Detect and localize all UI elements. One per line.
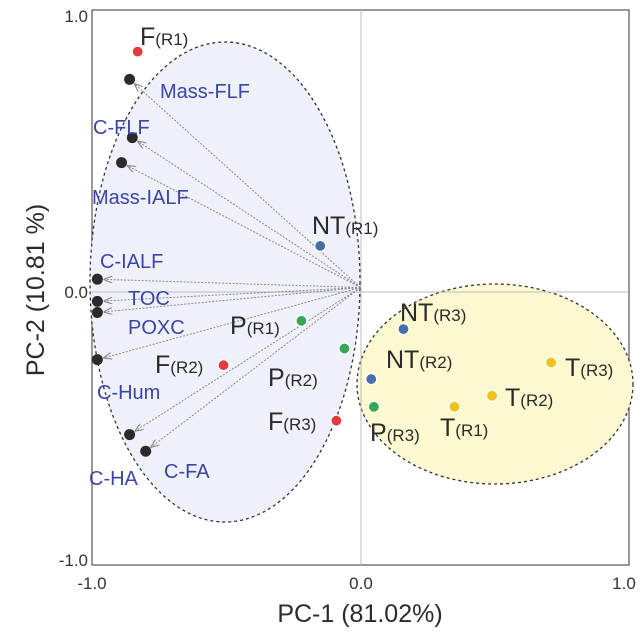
loading-arrow-poxc	[104, 287, 361, 312]
loading-point-c-flf	[126, 132, 138, 144]
loading-arrow-c-flf	[138, 141, 361, 288]
loading-point-poxc	[91, 306, 103, 318]
var-label-mass-flf: Mass-FLF	[160, 81, 250, 103]
x-tick-label-max: 1.0	[612, 574, 636, 593]
loading-arrow-c-fa	[151, 287, 361, 447]
loading-arrow-c-hum	[104, 287, 361, 358]
score-point-t-r1	[448, 400, 461, 413]
obs-label-p-r3: P(R3)	[370, 419, 420, 447]
loading-arrow-c-ialf	[104, 279, 361, 288]
y-tick-label-max: 1.0	[64, 7, 88, 26]
score-point-p-r1	[295, 314, 308, 327]
score-point-t-r2	[485, 389, 499, 402]
loading-arrow-mass-flf	[135, 84, 361, 288]
loading-point-c-ha	[124, 429, 136, 441]
x-axis-title: PC-1 (81.02%)	[277, 600, 442, 628]
score-point-f-r3	[330, 414, 343, 427]
score-point-p-r3	[367, 400, 381, 413]
loading-point-c-ialf	[91, 273, 103, 285]
obs-label-t-r2: T(R2)	[505, 384, 553, 412]
var-label-c-flf: C-FLF	[93, 117, 150, 139]
ellipse-right	[356, 283, 634, 485]
y-axis-title: PC-2 (10.81 %)	[22, 204, 50, 376]
obs-label-t-r3: T(R3)	[565, 354, 613, 382]
var-label-c-ha: C-HA	[89, 468, 139, 490]
obs-label-nt-r3: NT(R3)	[400, 299, 466, 327]
var-label-c-fa: C-FA	[164, 461, 210, 483]
loading-point-toc	[91, 295, 103, 307]
loading-point-c-hum	[91, 354, 103, 366]
x-tick-label-min: -1.0	[77, 574, 106, 593]
score-point-nt-r2	[365, 372, 378, 386]
obs-label-nt-r2: NT(R2)	[386, 346, 452, 374]
loading-arrow-c-ha	[135, 287, 361, 431]
x-tick-label-zero: 0.0	[349, 574, 373, 593]
loading-point-c-fa	[140, 445, 152, 457]
score-point-f-r2	[217, 359, 230, 372]
loading-point-mass-flf	[124, 73, 136, 85]
var-label-poxc: POXC	[128, 317, 185, 339]
obs-label-f-r2: F(R2)	[155, 351, 203, 379]
score-point-f-r1	[131, 45, 144, 58]
loading-point-mass-ialf	[116, 157, 128, 169]
score-point-p-r2	[338, 342, 351, 355]
y-tick-label-min: -1.0	[59, 551, 88, 570]
y-tick-label-zero: 0.0	[64, 283, 88, 302]
obs-label-f-r1: F(R1)	[140, 23, 188, 51]
loading-arrow-toc	[104, 287, 361, 302]
obs-label-f-r3: F(R3)	[268, 408, 316, 436]
obs-label-p-r2: P(R2)	[268, 364, 318, 392]
score-point-nt-r1	[314, 239, 327, 252]
ellipse-left	[89, 41, 361, 523]
var-label-mass-ialf: Mass-IALF	[92, 187, 189, 209]
score-point-t-r3	[545, 356, 558, 369]
obs-label-t-r1: T(R1)	[440, 414, 488, 442]
obs-label-nt-r1: NT(R1)	[312, 212, 378, 240]
var-label-toc: TOC	[128, 288, 170, 310]
var-label-c-hum: C-Hum	[97, 382, 160, 404]
var-label-c-ialf: C-IALF	[100, 251, 163, 273]
obs-label-p-r1: P(R1)	[230, 312, 280, 340]
score-point-nt-r3	[397, 323, 410, 336]
loading-arrow-mass-ialf	[128, 166, 361, 288]
